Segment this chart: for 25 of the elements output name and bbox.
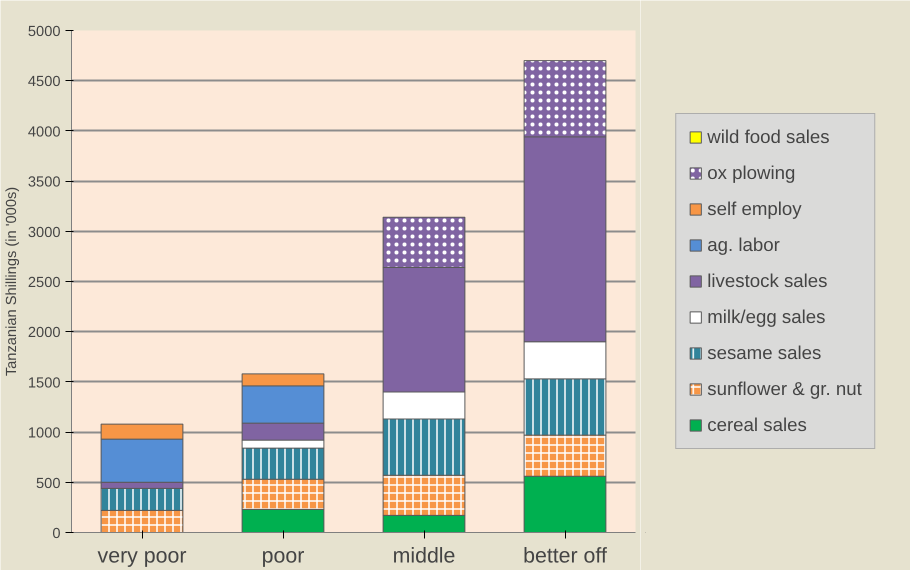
- x-tick-label: middle: [392, 544, 456, 568]
- legend-label: milk/egg sales: [707, 306, 826, 328]
- y-tick-label: 4000: [28, 124, 61, 140]
- y-tick-label: 3000: [28, 224, 61, 241]
- legend-label: cereal sales: [707, 414, 807, 436]
- legend-label: self employ: [707, 198, 802, 220]
- legend-label: wild food sales: [707, 126, 830, 148]
- x-tick-label: very poor: [98, 544, 186, 568]
- y-axis-title: Tanzanian Shillings (in '000s): [4, 186, 20, 376]
- y-tick-label: 2500: [28, 275, 61, 291]
- y-tick-label: 0: [52, 526, 61, 542]
- y-tick-label: 4500: [28, 74, 61, 90]
- y-tick-label: 2000: [28, 325, 61, 342]
- y-tick-label: 1500: [28, 375, 61, 392]
- x-tick-label: poor: [262, 544, 304, 568]
- y-tick-label: 1000: [28, 426, 61, 442]
- y-tick-label: 3500: [28, 174, 61, 191]
- y-tick-label: 500: [36, 476, 61, 492]
- legend-label: livestock sales: [707, 270, 828, 292]
- legend-label: ox plowing: [707, 162, 796, 184]
- legend-label: ag. labor: [707, 234, 780, 256]
- y-tick-label: 5000: [28, 24, 61, 40]
- legend-label: sunflower & gr. nut: [707, 378, 862, 400]
- x-tick-label: better off: [523, 544, 607, 568]
- legend-label: sesame sales: [707, 342, 822, 364]
